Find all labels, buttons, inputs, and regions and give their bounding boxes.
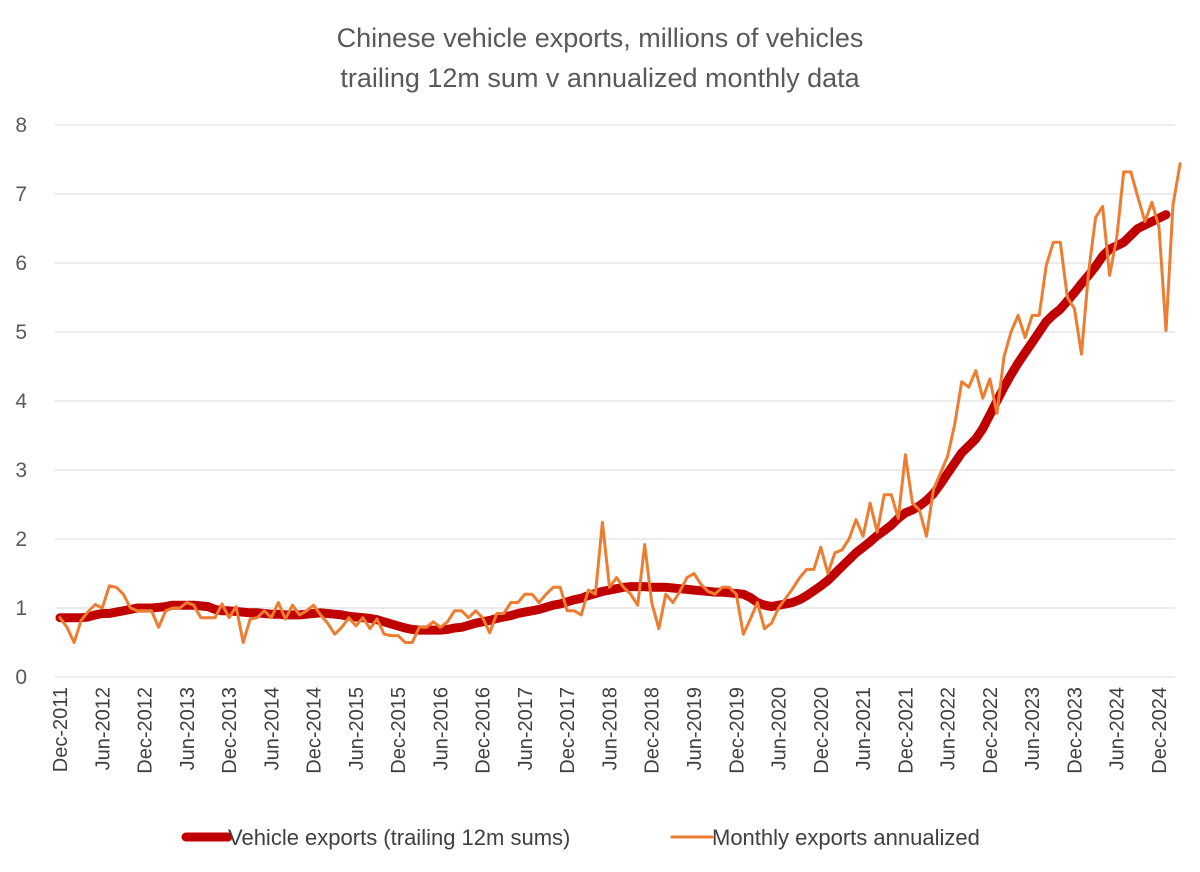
x-tick-label: Dec-2022 xyxy=(980,687,1002,774)
x-tick-label: Dec-2015 xyxy=(388,687,410,774)
y-tick-label: 5 xyxy=(15,321,27,344)
x-tick-label: Jun-2021 xyxy=(853,687,875,770)
x-tick-label: Jun-2017 xyxy=(515,687,537,770)
series-line-monthly-annualized xyxy=(58,162,1182,644)
x-tick-label: Dec-2020 xyxy=(811,687,833,774)
x-tick-label: Jun-2014 xyxy=(261,687,283,770)
x-tick-label: Jun-2023 xyxy=(1022,687,1044,770)
x-tick-label: Jun-2022 xyxy=(938,687,960,770)
gridlines xyxy=(55,124,1175,678)
x-tick-label: Jun-2020 xyxy=(769,687,791,770)
series-line-trailing-12m xyxy=(55,210,1171,635)
y-tick-label: 8 xyxy=(15,114,27,137)
x-tick-label: Dec-2024 xyxy=(1149,687,1171,774)
x-tick-label: Dec-2019 xyxy=(726,687,748,774)
x-tick-label: Jun-2024 xyxy=(1107,687,1129,770)
chart-title-line-1: Chinese vehicle exports, millions of veh… xyxy=(337,23,864,53)
x-tick-label: Jun-2016 xyxy=(430,687,452,770)
x-tick-label: Dec-2018 xyxy=(642,687,664,774)
series-lines xyxy=(55,162,1182,644)
y-tick-label: 4 xyxy=(15,390,27,413)
x-tick-label: Jun-2019 xyxy=(684,687,706,770)
y-tick-label: 6 xyxy=(15,252,27,275)
y-tick-label: 2 xyxy=(15,528,27,551)
x-tick-label: Dec-2012 xyxy=(135,687,157,774)
x-tick-label: Dec-2017 xyxy=(557,687,579,774)
x-tick-label: Jun-2018 xyxy=(599,687,621,770)
x-tick-label: Jun-2012 xyxy=(92,687,114,770)
x-tick-label: Dec-2023 xyxy=(1064,687,1086,774)
y-axis-ticks: 0 1 2 3 4 5 6 7 8 xyxy=(15,114,27,689)
x-tick-label: Jun-2015 xyxy=(346,687,368,770)
x-tick-label: Dec-2021 xyxy=(895,687,917,774)
legend: Vehicle exports (trailing 12m sums) Month… xyxy=(181,825,980,850)
y-tick-label: 3 xyxy=(15,459,27,482)
y-tick-label: 0 xyxy=(15,666,27,689)
chart-title-line-2: trailing 12m sum v annualized monthly da… xyxy=(340,63,860,93)
x-tick-label: Jun-2013 xyxy=(177,687,199,770)
y-tick-label: 7 xyxy=(15,183,27,206)
y-tick-label: 1 xyxy=(15,597,27,620)
x-tick-label: Dec-2011 xyxy=(50,687,72,772)
x-tick-label: Dec-2014 xyxy=(304,687,326,774)
legend-label: Vehicle exports (trailing 12m sums) xyxy=(228,825,570,850)
x-tick-label: Dec-2016 xyxy=(473,687,495,774)
x-axis-ticks: Dec-2011 Jun-2012 Dec-2012 Jun-2013 Dec-2013… xyxy=(50,687,1171,774)
x-tick-label: Dec-2013 xyxy=(219,687,241,774)
legend-label: Monthly exports annualized xyxy=(712,825,980,850)
